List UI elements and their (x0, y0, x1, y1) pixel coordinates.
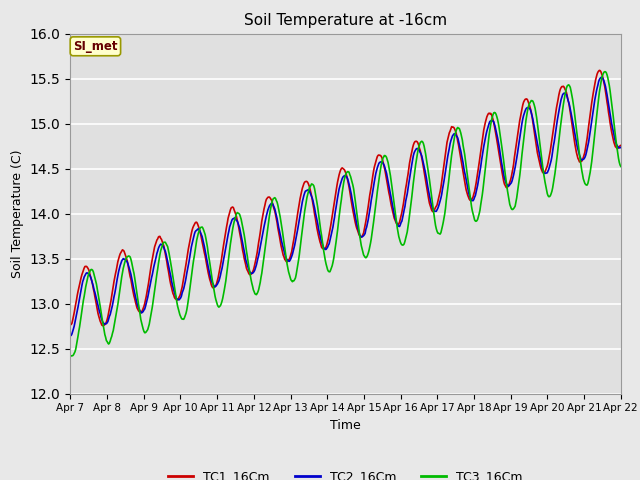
Text: SI_met: SI_met (73, 40, 118, 53)
X-axis label: Time: Time (330, 419, 361, 432)
Title: Soil Temperature at -16cm: Soil Temperature at -16cm (244, 13, 447, 28)
Legend: TC1_16Cm, TC2_16Cm, TC3_16Cm: TC1_16Cm, TC2_16Cm, TC3_16Cm (163, 465, 528, 480)
Y-axis label: Soil Temperature (C): Soil Temperature (C) (12, 149, 24, 278)
